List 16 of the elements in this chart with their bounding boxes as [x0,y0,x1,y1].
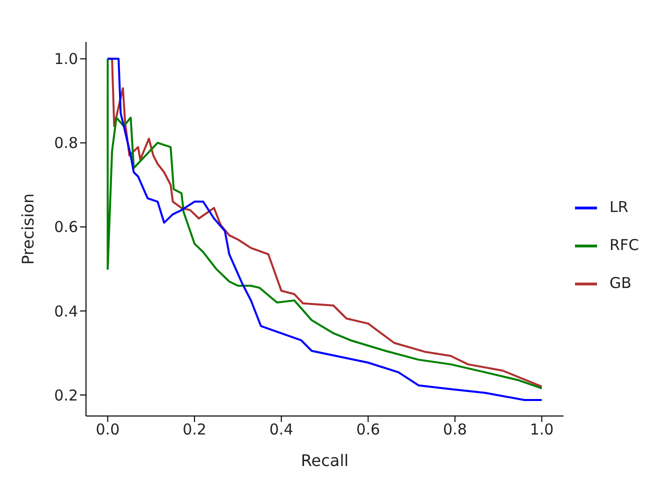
x-tick-label: 0.4 [269,420,294,439]
y-tick-label: 0.4 [54,302,78,320]
x-tick-label: 0.2 [182,420,206,439]
y-tick-label: 1.0 [54,50,78,68]
x-tick-label: 0.8 [443,420,467,439]
y-axis-title: Precision [18,193,38,265]
legend-label: LR [609,198,628,216]
y-tick-label: 0.6 [54,218,78,236]
legend-label: RFC [609,236,639,254]
legend-label: GB [609,274,632,292]
y-tick-label: 0.2 [54,386,78,404]
y-tick-label: 0.8 [54,134,78,152]
x-tick-label: 1.0 [530,420,554,439]
x-tick-label: 0.0 [96,420,120,439]
x-axis-title: Recall [300,451,349,470]
x-tick-label: 0.6 [356,420,380,439]
